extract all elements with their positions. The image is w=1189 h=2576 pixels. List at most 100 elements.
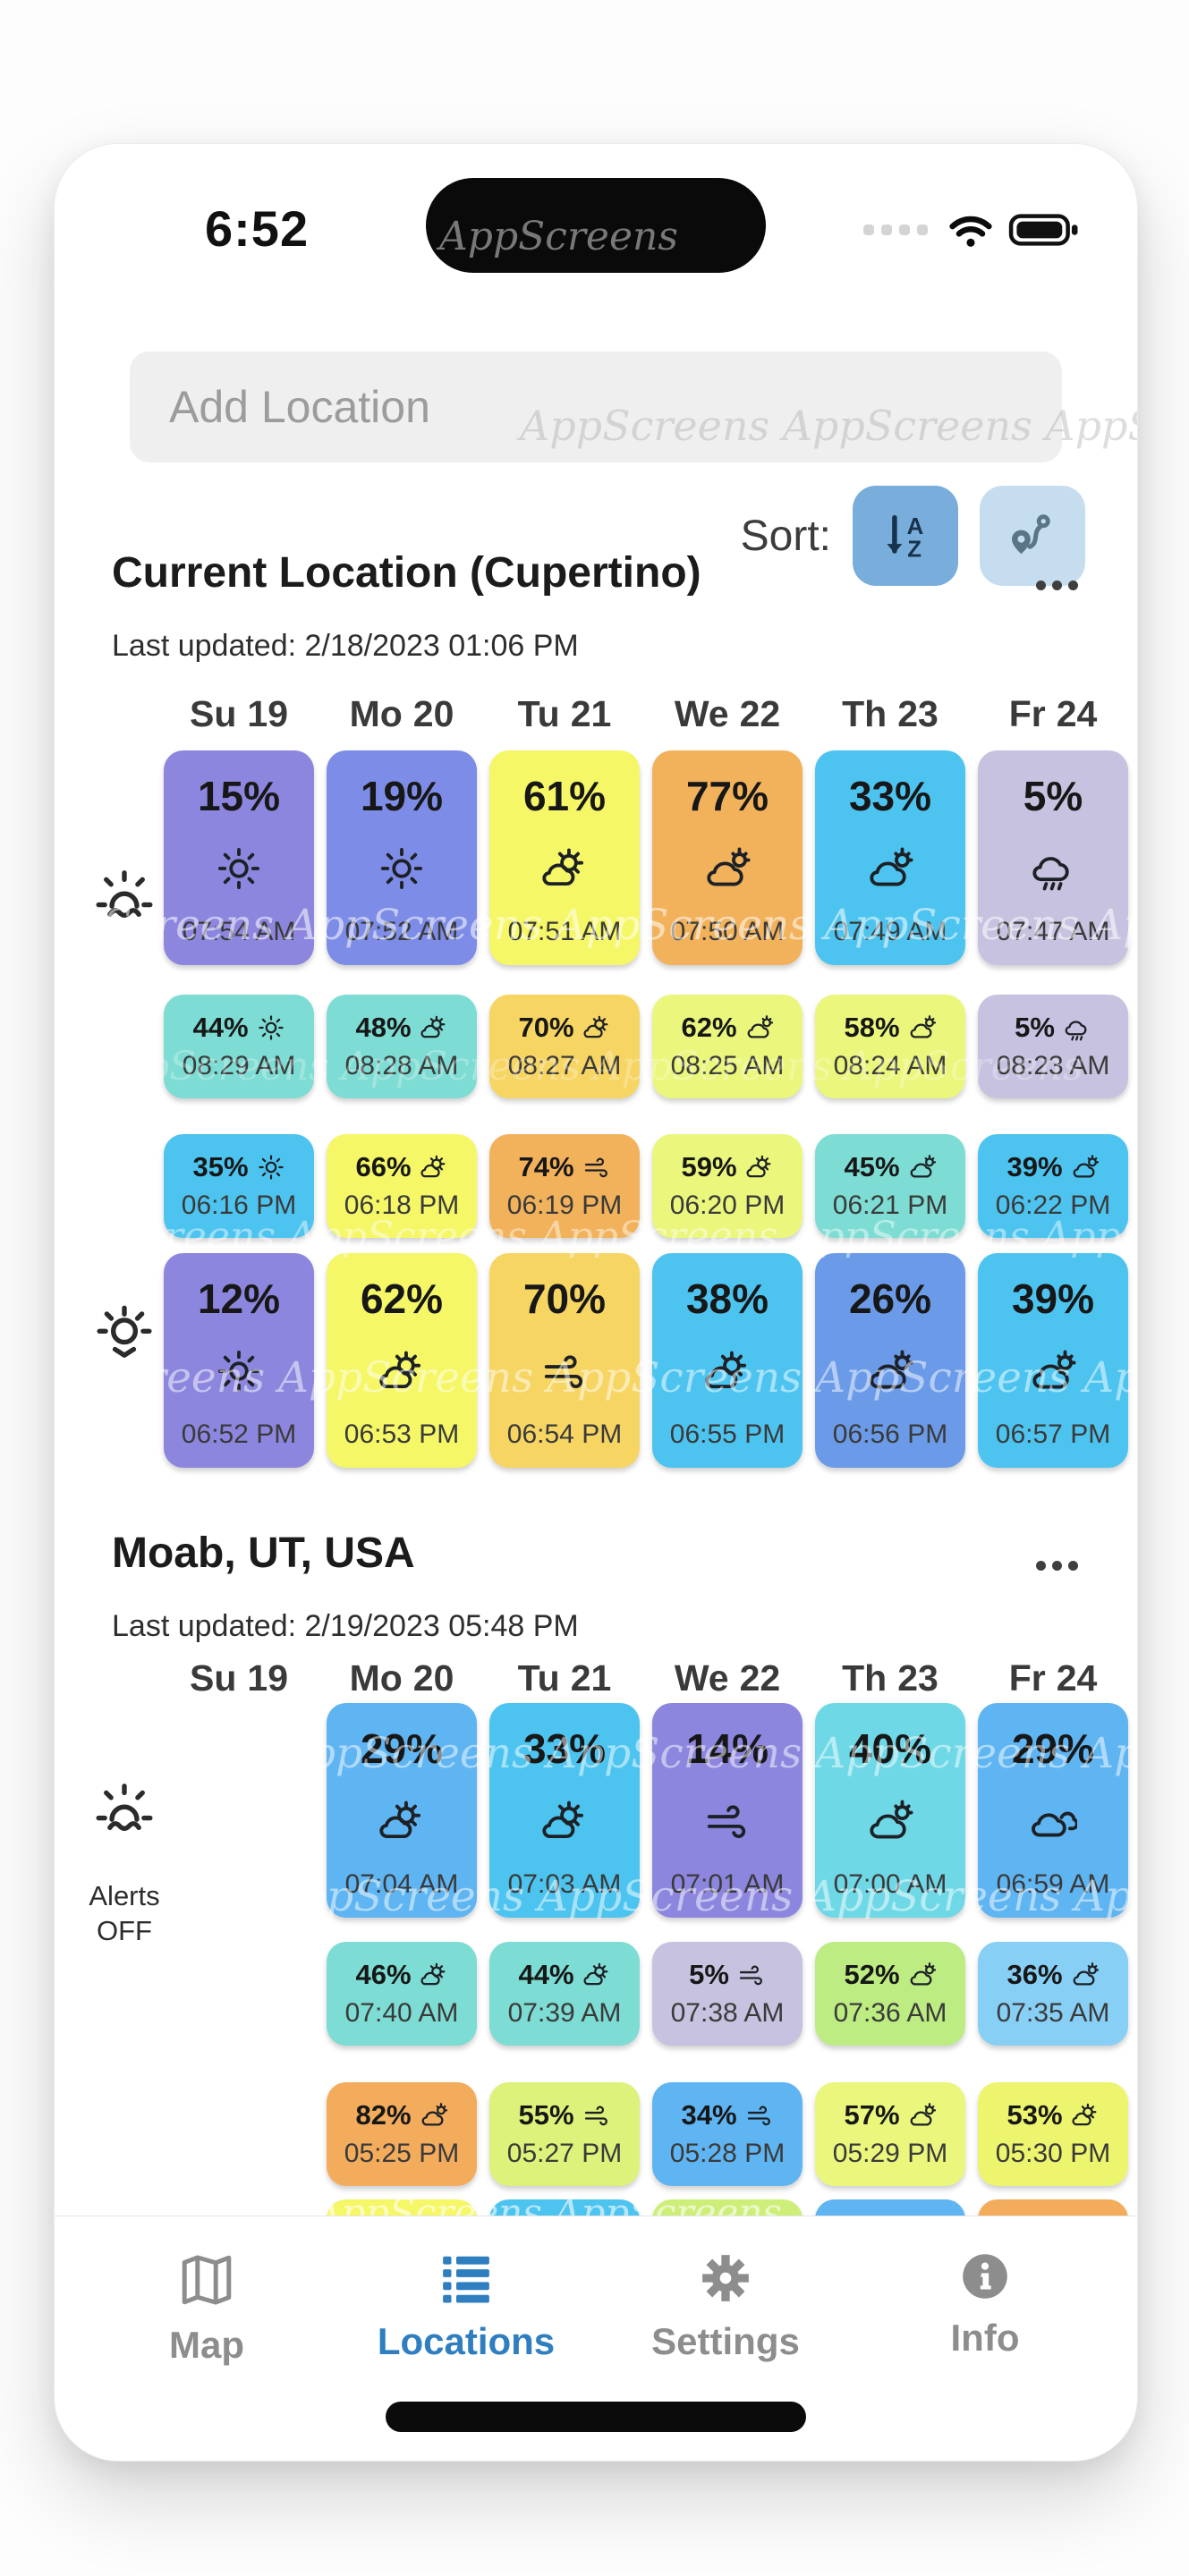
forecast-card[interactable]: 38% 06:55 PM <box>652 1253 803 1468</box>
clouds-icon <box>1032 1811 1077 1837</box>
cloud-sun-icon <box>910 1155 936 1178</box>
tab-settings[interactable]: Settings <box>618 2249 833 2363</box>
alerts-toggle[interactable]: Alerts OFF <box>89 1880 160 1946</box>
forecast-card[interactable]: 44% 07:39 AM <box>489 1942 640 2046</box>
forecast-card[interactable]: 77% 07:50 AM <box>652 750 803 965</box>
day-header: Su 19 <box>189 1657 288 1699</box>
precip-percent: 39% <box>1011 1275 1095 1322</box>
cloud-sun-icon <box>910 1962 936 1986</box>
forecast-card[interactable]: 70% 08:27 AM <box>489 995 640 1098</box>
precip-percent: 44% <box>518 1959 574 1990</box>
sun-cloud-icon <box>582 1962 607 1986</box>
forecast-card[interactable]: 61% 07:51 AM <box>489 750 640 965</box>
forecast-row: 82% 05:25 PM 55% 05:27 PM 34% 05:28 PM 57% 05:2… <box>164 2082 1132 2186</box>
forecast-time: 07:39 AM <box>507 1998 622 2028</box>
forecast-card[interactable]: 26% 06:56 PM <box>815 1253 965 1468</box>
precip-percent: 46% <box>355 1959 412 1990</box>
day-header: Mo 20 <box>349 1657 454 1699</box>
cloud-sun-icon <box>1073 1155 1099 1178</box>
sun-icon <box>258 1155 284 1180</box>
forecast-card[interactable]: 53% 05:30 PM <box>978 2082 1128 2186</box>
forecast-card[interactable]: 74% 06:19 PM <box>489 1134 640 1238</box>
forecast-card[interactable]: 34% 05:28 PM <box>652 2082 803 2186</box>
sun-cloud-icon <box>379 1801 421 1839</box>
forecast-card[interactable]: 40% 07:00 AM <box>815 1703 965 1918</box>
forecast-card[interactable]: 39% 06:57 PM <box>978 1253 1128 1468</box>
precip-percent: 70% <box>518 1012 574 1043</box>
tab-locations[interactable]: Locations <box>359 2249 573 2363</box>
forecast-card[interactable]: 12% 06:52 PM <box>164 1253 314 1468</box>
forecast-card[interactable]: 52% 07:36 AM <box>815 1942 965 2046</box>
forecast-card[interactable]: 39% 06:22 PM <box>978 1134 1128 1238</box>
forecast-card[interactable]: 48% 08:28 AM <box>327 995 477 1098</box>
forecast-card[interactable]: 44% 08:29 AM <box>164 995 314 1098</box>
forecast-card[interactable]: 82% 05:25 PM <box>327 2082 477 2186</box>
forecast-card[interactable]: 58% 08:24 AM <box>815 995 965 1098</box>
map-icon <box>175 2249 238 2311</box>
forecast-card[interactable]: 35% 06:16 PM <box>164 1134 314 1238</box>
forecast-card[interactable]: 55% 05:27 PM <box>489 2082 640 2186</box>
forecast-time: 08:25 AM <box>670 1051 785 1080</box>
day-header-row: Su 19 Mo 20 Tu 21 We 22 Th 23 Fr 24 <box>164 693 1132 735</box>
day-header: Fr 24 <box>1008 1657 1098 1699</box>
sort-by-distance-button[interactable] <box>980 486 1085 586</box>
forecast-card[interactable]: 14% 07:01 AM <box>652 1703 803 1918</box>
forecast-time: 05:30 PM <box>995 2139 1111 2168</box>
sun-cloud-icon <box>582 1015 607 1038</box>
forecast-card[interactable]: 36% 07:35 AM <box>978 1942 1128 2046</box>
forecast-time: 05:28 PM <box>669 2139 786 2168</box>
cloud-sun-icon <box>910 2103 936 2126</box>
forecast-card[interactable]: 45% 06:21 PM <box>815 1134 965 1238</box>
sun-cloud-icon <box>1071 2103 1096 2126</box>
forecast-card[interactable]: 29% 06:59 AM <box>978 1703 1128 1918</box>
forecast-card[interactable]: 5% 07:38 AM <box>652 1942 803 2046</box>
forecast-card[interactable]: 66% 06:18 PM <box>327 1134 477 1238</box>
last-updated-text: Last updated: 2/18/2023 01:06 PM <box>112 629 579 663</box>
forecast-card[interactable]: 70% 06:54 PM <box>489 1253 640 1468</box>
forecast-row: 35% 06:16 PM 66% 06:18 PM 74% 06:19 PM 59% 06:2… <box>164 1134 1132 1238</box>
wind-icon <box>544 1355 583 1389</box>
forecast-time: 06:20 PM <box>669 1191 786 1220</box>
tab-map[interactable]: Map <box>99 2249 314 2367</box>
cloud-sun-icon <box>1073 1962 1099 1986</box>
more-options-button[interactable] <box>1029 573 1085 597</box>
day-header: Tu 21 <box>517 693 612 734</box>
forecast-card[interactable]: 5% 07:47 AM <box>978 750 1128 965</box>
forecast-card[interactable]: 19% 07:52 AM <box>327 750 477 965</box>
forecast-time: 06:56 PM <box>832 1419 948 1449</box>
forecast-card[interactable]: 62% 08:25 AM <box>652 995 803 1098</box>
forecast-card[interactable]: 33% 07:49 AM <box>815 750 965 965</box>
forecast-time: 06:16 PM <box>181 1191 297 1220</box>
forecast-card[interactable]: 15% 07:54 AM <box>164 750 314 965</box>
forecast-card[interactable]: 46% 07:40 AM <box>327 1942 477 2046</box>
rain-icon <box>1032 857 1069 891</box>
location-title: Current Location (Cupertino) <box>112 549 701 597</box>
precip-percent: 15% <box>197 773 281 819</box>
forecast-card[interactable]: 57% 05:29 PM <box>815 2082 965 2186</box>
sun-cloud-icon <box>420 1155 445 1178</box>
sun-icon <box>380 847 423 890</box>
sort-alphabetical-button[interactable] <box>853 486 958 586</box>
sun-cloud-icon <box>542 1801 584 1839</box>
forecast-card[interactable]: 29% 07:04 AM <box>327 1703 477 1918</box>
forecast-row: 44% 08:29 AM 48% 08:28 AM 70% 08:27 AM 62% 08:2… <box>164 995 1132 1098</box>
forecast-time: 06:19 PM <box>506 1191 623 1220</box>
precip-percent: 70% <box>522 1275 607 1322</box>
forecast-card[interactable]: 62% 06:53 PM <box>327 1253 477 1468</box>
precip-percent: 45% <box>844 1151 900 1182</box>
forecast-time: 07:03 AM <box>507 1869 622 1899</box>
wind-icon <box>747 2106 770 2126</box>
wind-icon <box>707 1805 746 1839</box>
forecast-card[interactable]: 33% 07:03 AM <box>489 1703 640 1918</box>
forecast-card[interactable]: 59% 06:20 PM <box>652 1134 803 1238</box>
forecast-time: 06:53 PM <box>344 1419 460 1449</box>
more-options-button[interactable] <box>1029 1554 1085 1578</box>
tab-info[interactable]: Info <box>878 2249 1092 2360</box>
sunrise-icon <box>87 863 162 931</box>
forecast-card[interactable]: 5% 08:23 AM <box>978 995 1128 1098</box>
sun-icon <box>217 847 260 890</box>
precip-percent: 62% <box>681 1012 737 1043</box>
sun-icon <box>217 1350 260 1393</box>
add-location-field[interactable] <box>130 352 1062 462</box>
add-location-input[interactable] <box>130 352 1062 462</box>
